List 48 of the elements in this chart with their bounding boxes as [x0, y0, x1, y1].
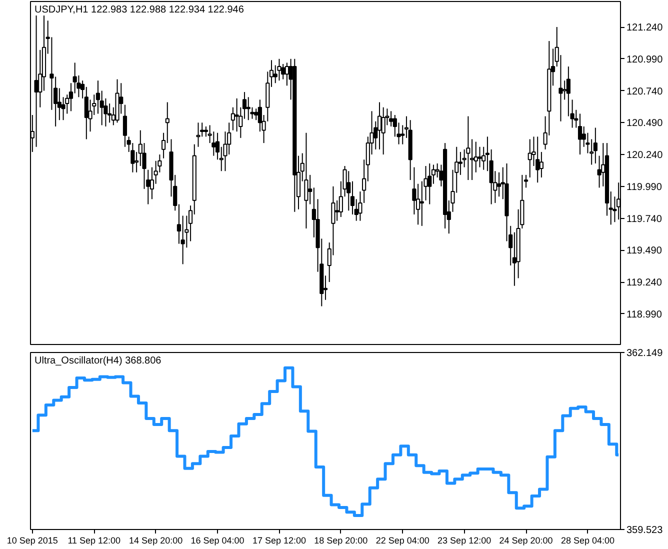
y-tick-label: 118.990: [626, 309, 662, 320]
candlestick: [539, 151, 544, 178]
candlestick: [428, 162, 432, 205]
candlestick: [496, 172, 502, 198]
x-tick-label: 22 Sep 04:00: [376, 536, 430, 546]
candlestick: [389, 110, 394, 127]
candlestick: [304, 132, 308, 229]
y-tick-label: 120.740: [626, 86, 664, 98]
candlestick: [281, 63, 286, 80]
y-tick-label: 119.740: [626, 214, 662, 225]
candlestick: [284, 62, 289, 86]
chart-title: USDJPY,H1 122.983 122.988 122.934 122.946: [34, 4, 244, 16]
candlestick: [478, 146, 482, 168]
candlestick: [335, 200, 340, 222]
candlestick: [466, 116, 470, 181]
candlestick: [566, 66, 570, 117]
candlestick: [528, 138, 532, 178]
x-tick-label: 10 Sep 2015: [6, 536, 58, 546]
candlestick: [458, 151, 463, 176]
candlestick: [122, 104, 128, 148]
y-tick-label: 120.990: [626, 54, 664, 66]
candlestick: [578, 113, 582, 156]
x-tick-label: 11 Sep 12:00: [68, 536, 121, 546]
chart-title: Ultra_Oscillator(H4) 368.806: [34, 356, 162, 366]
y-tick-label: 121.240: [626, 22, 664, 34]
candlestick: [536, 136, 540, 184]
candlestick: [593, 127, 598, 164]
y-tick-label: 120.490: [626, 118, 664, 130]
y-tick-label: 119.240: [626, 278, 662, 289]
y-tick-label: 120.240: [626, 150, 664, 162]
candlestick: [254, 108, 258, 121]
candlestick: [196, 122, 200, 148]
candlestick: [34, 15, 38, 148]
y-tick-label: 119.490: [626, 246, 662, 257]
x-tick-label: 24 Sep 20:00: [499, 536, 553, 546]
x-tick-label: 16 Sep 04:00: [190, 536, 244, 546]
candlestick: [420, 180, 424, 226]
y-tick-label: 119.990: [626, 182, 662, 193]
y-tick-label: 359.523: [626, 525, 664, 536]
x-tick-label: 28 Sep 04:00: [560, 536, 615, 546]
candlestick: [277, 58, 282, 82]
x-tick-label: 23 Sep 12:00: [438, 536, 492, 546]
y-tick-label: 362.149: [626, 348, 664, 359]
candlestick: [562, 80, 567, 100]
x-tick-label: 14 Sep 20:00: [129, 536, 183, 546]
candlestick: [246, 96, 250, 121]
x-tick-label: 17 Sep 12:00: [252, 536, 306, 546]
x-tick-label: 18 Sep 20:00: [314, 536, 368, 546]
